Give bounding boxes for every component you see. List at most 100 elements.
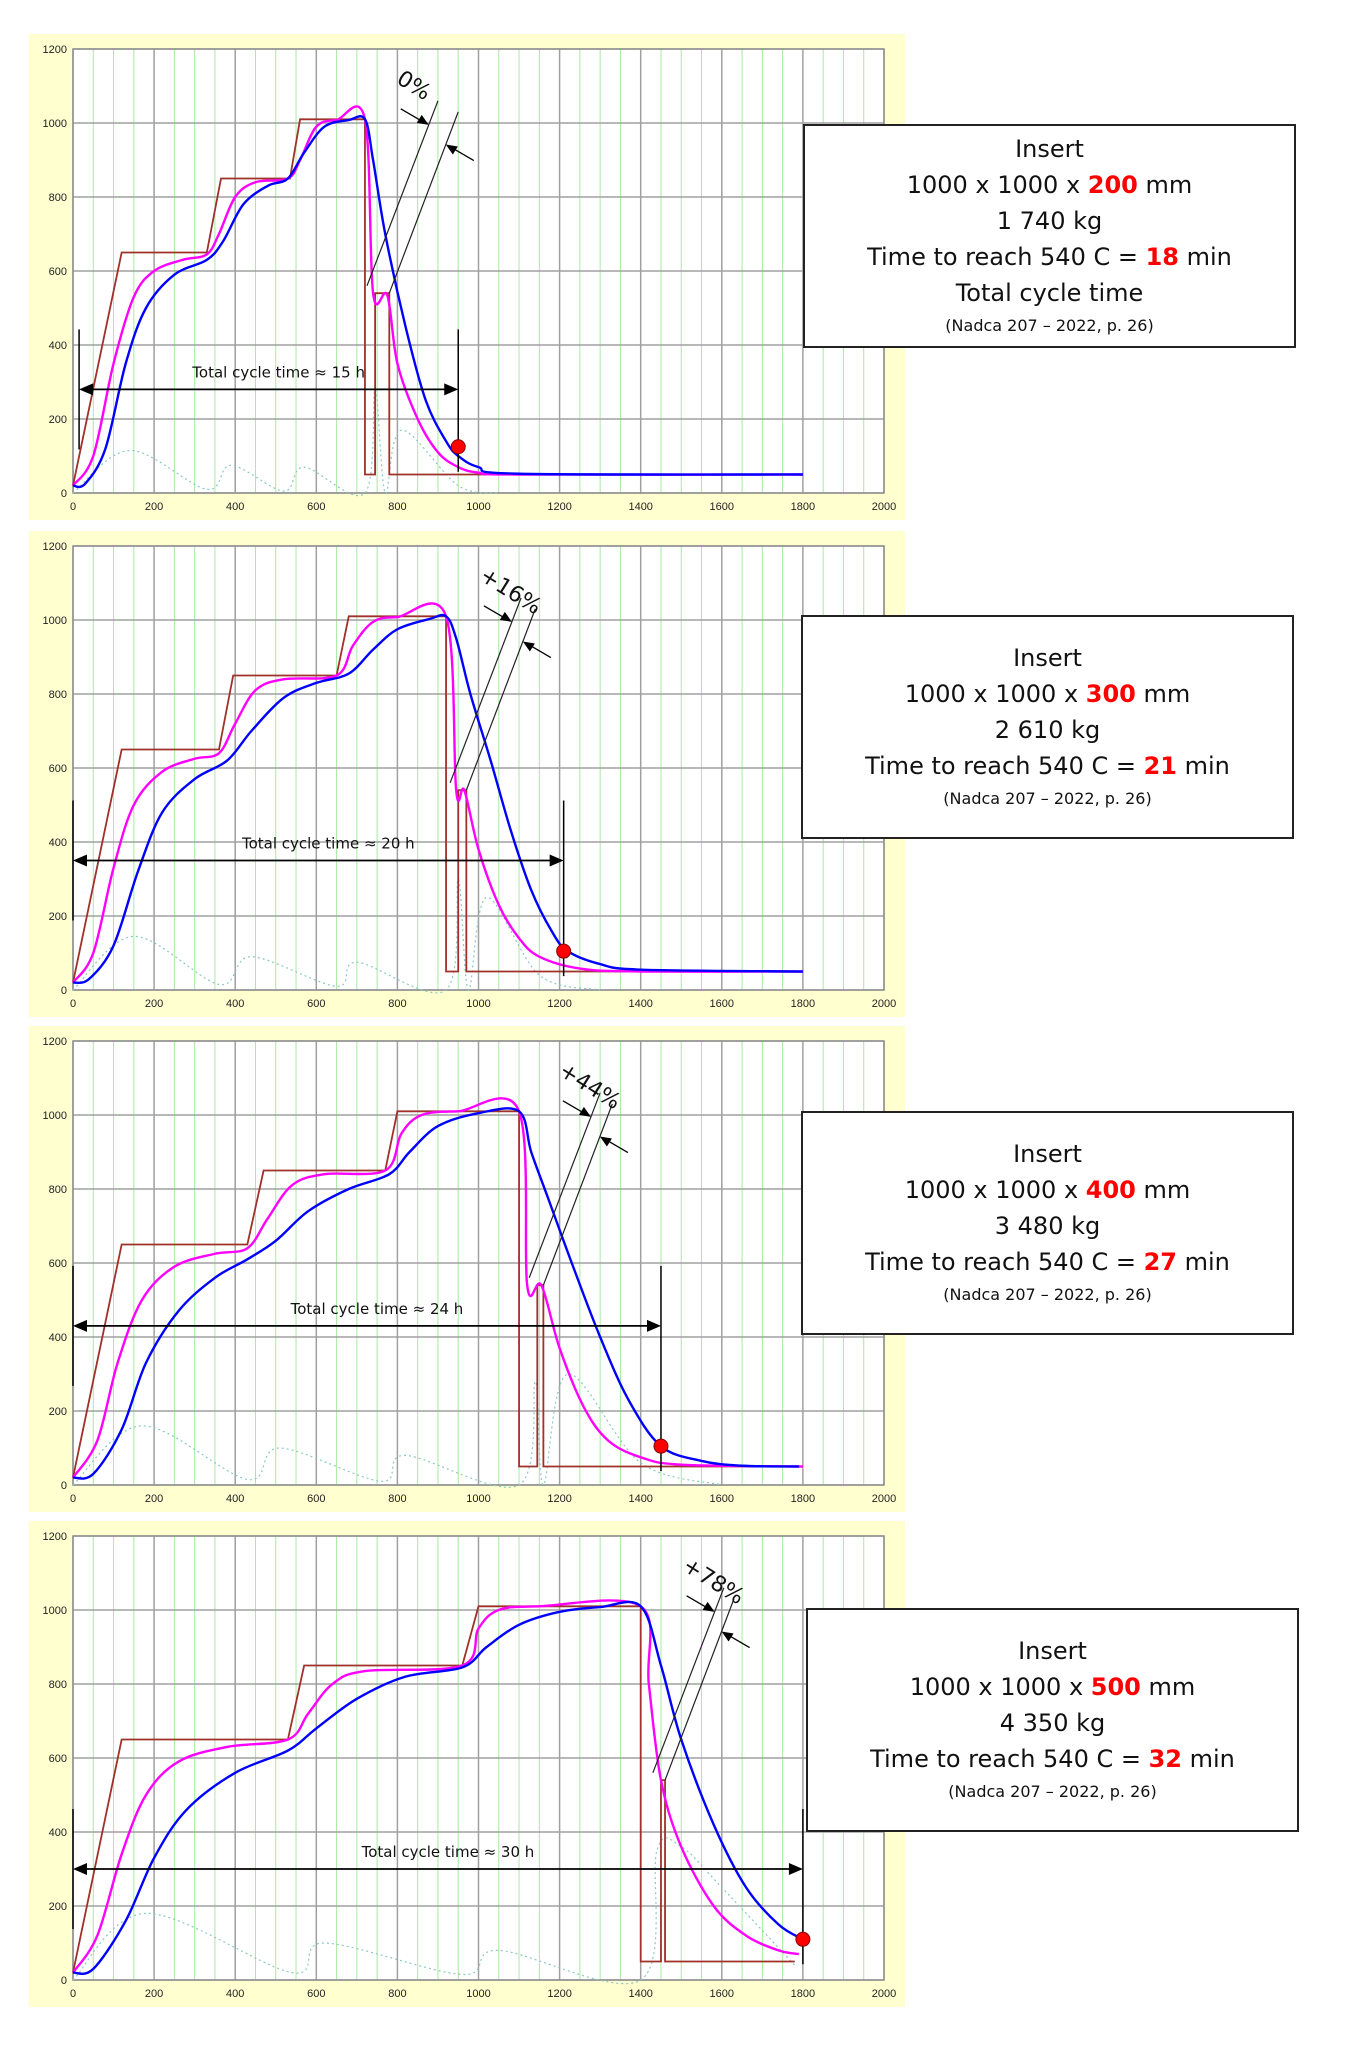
- cycle-arrowhead-right: [444, 383, 459, 396]
- series-surface-line: [71, 1097, 803, 1479]
- x-tick-label: 2000: [872, 998, 896, 1010]
- annotation-line-right: [388, 111, 459, 294]
- time-suffix: min: [1177, 1248, 1230, 1276]
- time-suffix: min: [1182, 1745, 1235, 1773]
- series-surface-line: [72, 105, 803, 487]
- annotation-line-left: [528, 1092, 601, 1279]
- y-tick-label: 1000: [43, 1605, 67, 1617]
- y-tick-label: 1000: [43, 118, 67, 130]
- end-point-marker: [556, 943, 572, 959]
- annotation-line-right: [664, 1598, 735, 1781]
- annotation-arrowhead-right: [445, 144, 458, 155]
- x-tick-label: 200: [145, 501, 163, 513]
- annotation-arrowhead-right: [522, 641, 535, 652]
- info-extra: Total cycle time: [955, 279, 1144, 307]
- info-title: Insert: [1013, 1140, 1082, 1168]
- chart-svg: 0 200 400 600 800 1000 1200 1400 1600 1800 2000 0 20…: [43, 1036, 897, 1505]
- cycle-arrowhead-right: [788, 1863, 803, 1875]
- annotation-arrowhead-left: [578, 1106, 591, 1117]
- x-tick-label: 200: [145, 1493, 163, 1505]
- series-surface-line: [71, 1599, 800, 1974]
- chart-panel-500mm: 0 200 400 600 800 1000 1200 1400 1600 1800 2000 0 20…: [29, 1521, 905, 2007]
- time-suffix: min: [1179, 243, 1232, 271]
- y-tick-label: 600: [49, 1753, 67, 1765]
- info-citation: (Nadca 207 – 2022, p. 26): [943, 789, 1152, 808]
- x-tick-label: 0: [70, 998, 76, 1010]
- time-value: 18: [1145, 243, 1179, 271]
- dims-suffix: mm: [1137, 171, 1193, 199]
- info-citation: (Nadca 207 – 2022, p. 26): [943, 1285, 1152, 1304]
- x-tick-label: 1400: [628, 1493, 652, 1505]
- x-tick-label: 400: [226, 998, 244, 1010]
- y-tick-label: 800: [49, 1184, 67, 1196]
- chart-svg: 0 200 400 600 800 1000 1200 1400 1600 1800 2000 0 20…: [43, 541, 897, 1010]
- end-point-marker: [653, 1438, 669, 1454]
- x-tick-label: 800: [388, 1493, 406, 1505]
- y-tick-label: 1200: [43, 1036, 67, 1048]
- x-tick-label: 2000: [872, 1493, 896, 1505]
- info-title: Insert: [1018, 1637, 1087, 1665]
- annotation-arrowhead-left: [416, 114, 429, 125]
- annotation-line-left: [366, 100, 439, 287]
- y-tick-label: 600: [49, 763, 67, 775]
- y-tick-label: 0: [61, 985, 67, 997]
- x-tick-label: 1200: [547, 1988, 571, 2000]
- cycle-arrowhead-left: [79, 383, 94, 396]
- annotation-line-left: [449, 597, 522, 784]
- y-tick-label: 400: [49, 1827, 67, 1839]
- dims-suffix: mm: [1135, 680, 1191, 708]
- y-tick-label: 600: [49, 1258, 67, 1270]
- x-tick-label: 200: [145, 1988, 163, 2000]
- cycle-arrowhead-left: [73, 854, 87, 867]
- info-dimensions: 1000 x 1000 x 200 mm: [805, 167, 1294, 203]
- series-dotted-line: [72, 1373, 722, 1488]
- x-tick-label: 400: [226, 1493, 244, 1505]
- x-tick-label: 1600: [710, 1493, 734, 1505]
- y-tick-label: 400: [49, 340, 67, 352]
- annotation-arrowhead-right: [599, 1136, 612, 1147]
- info-box-400mm: Insert 1000 x 1000 x 400 mm 3 480 kg Tim…: [801, 1111, 1294, 1335]
- x-tick-label: 1200: [547, 1493, 571, 1505]
- y-tick-label: 800: [49, 689, 67, 701]
- x-tick-label: 2000: [872, 501, 896, 513]
- y-tick-label: 200: [49, 1901, 67, 1913]
- x-tick-label: 1600: [710, 998, 734, 1010]
- y-tick-label: 1000: [43, 615, 67, 627]
- info-citation: (Nadca 207 – 2022, p. 26): [945, 316, 1154, 335]
- cycle-arrowhead-right: [549, 854, 564, 867]
- info-mass: 4 350 kg: [999, 1709, 1106, 1737]
- y-tick-label: 800: [49, 192, 67, 204]
- cycle-time-label: Total cycle time ≈ 20 h: [241, 835, 415, 853]
- info-dimensions: 1000 x 1000 x 500 mm: [808, 1669, 1297, 1705]
- annotation-line-right: [465, 608, 536, 791]
- end-point-marker: [450, 439, 466, 455]
- dims-prefix: 1000 x 1000 x: [904, 680, 1086, 708]
- annotation-arrowhead-right: [721, 1631, 734, 1642]
- x-tick-label: 800: [388, 501, 406, 513]
- x-tick-label: 1600: [710, 1988, 734, 2000]
- thickness-value: 300: [1085, 680, 1136, 708]
- cycle-arrowhead-right: [646, 1319, 661, 1332]
- y-tick-label: 200: [49, 1406, 67, 1418]
- cycle-arrowhead-left: [73, 1863, 87, 1875]
- x-tick-label: 200: [145, 998, 163, 1010]
- x-tick-label: 1000: [466, 501, 490, 513]
- series-core-line: [72, 613, 803, 985]
- y-tick-label: 200: [49, 911, 67, 923]
- x-tick-label: 1400: [628, 501, 652, 513]
- y-tick-label: 600: [49, 266, 67, 278]
- y-tick-label: 800: [49, 1679, 67, 1691]
- y-tick-label: 1200: [43, 1531, 67, 1543]
- dims-prefix: 1000 x 1000 x: [909, 1673, 1091, 1701]
- thickness-value: 500: [1090, 1673, 1141, 1701]
- time-prefix: Time to reach 540 C =: [865, 752, 1144, 780]
- y-tick-label: 400: [49, 1332, 67, 1344]
- x-tick-label: 600: [307, 1988, 325, 2000]
- cycle-time-label: Total cycle time ≈ 24 h: [290, 1300, 464, 1318]
- info-dimensions: 1000 x 1000 x 400 mm: [803, 1172, 1292, 1208]
- x-tick-label: 800: [388, 998, 406, 1010]
- info-time: Time to reach 540 C = 27 min: [803, 1244, 1292, 1280]
- info-time: Time to reach 540 C = 32 min: [808, 1741, 1297, 1777]
- y-tick-label: 0: [61, 488, 67, 500]
- x-tick-label: 600: [307, 501, 325, 513]
